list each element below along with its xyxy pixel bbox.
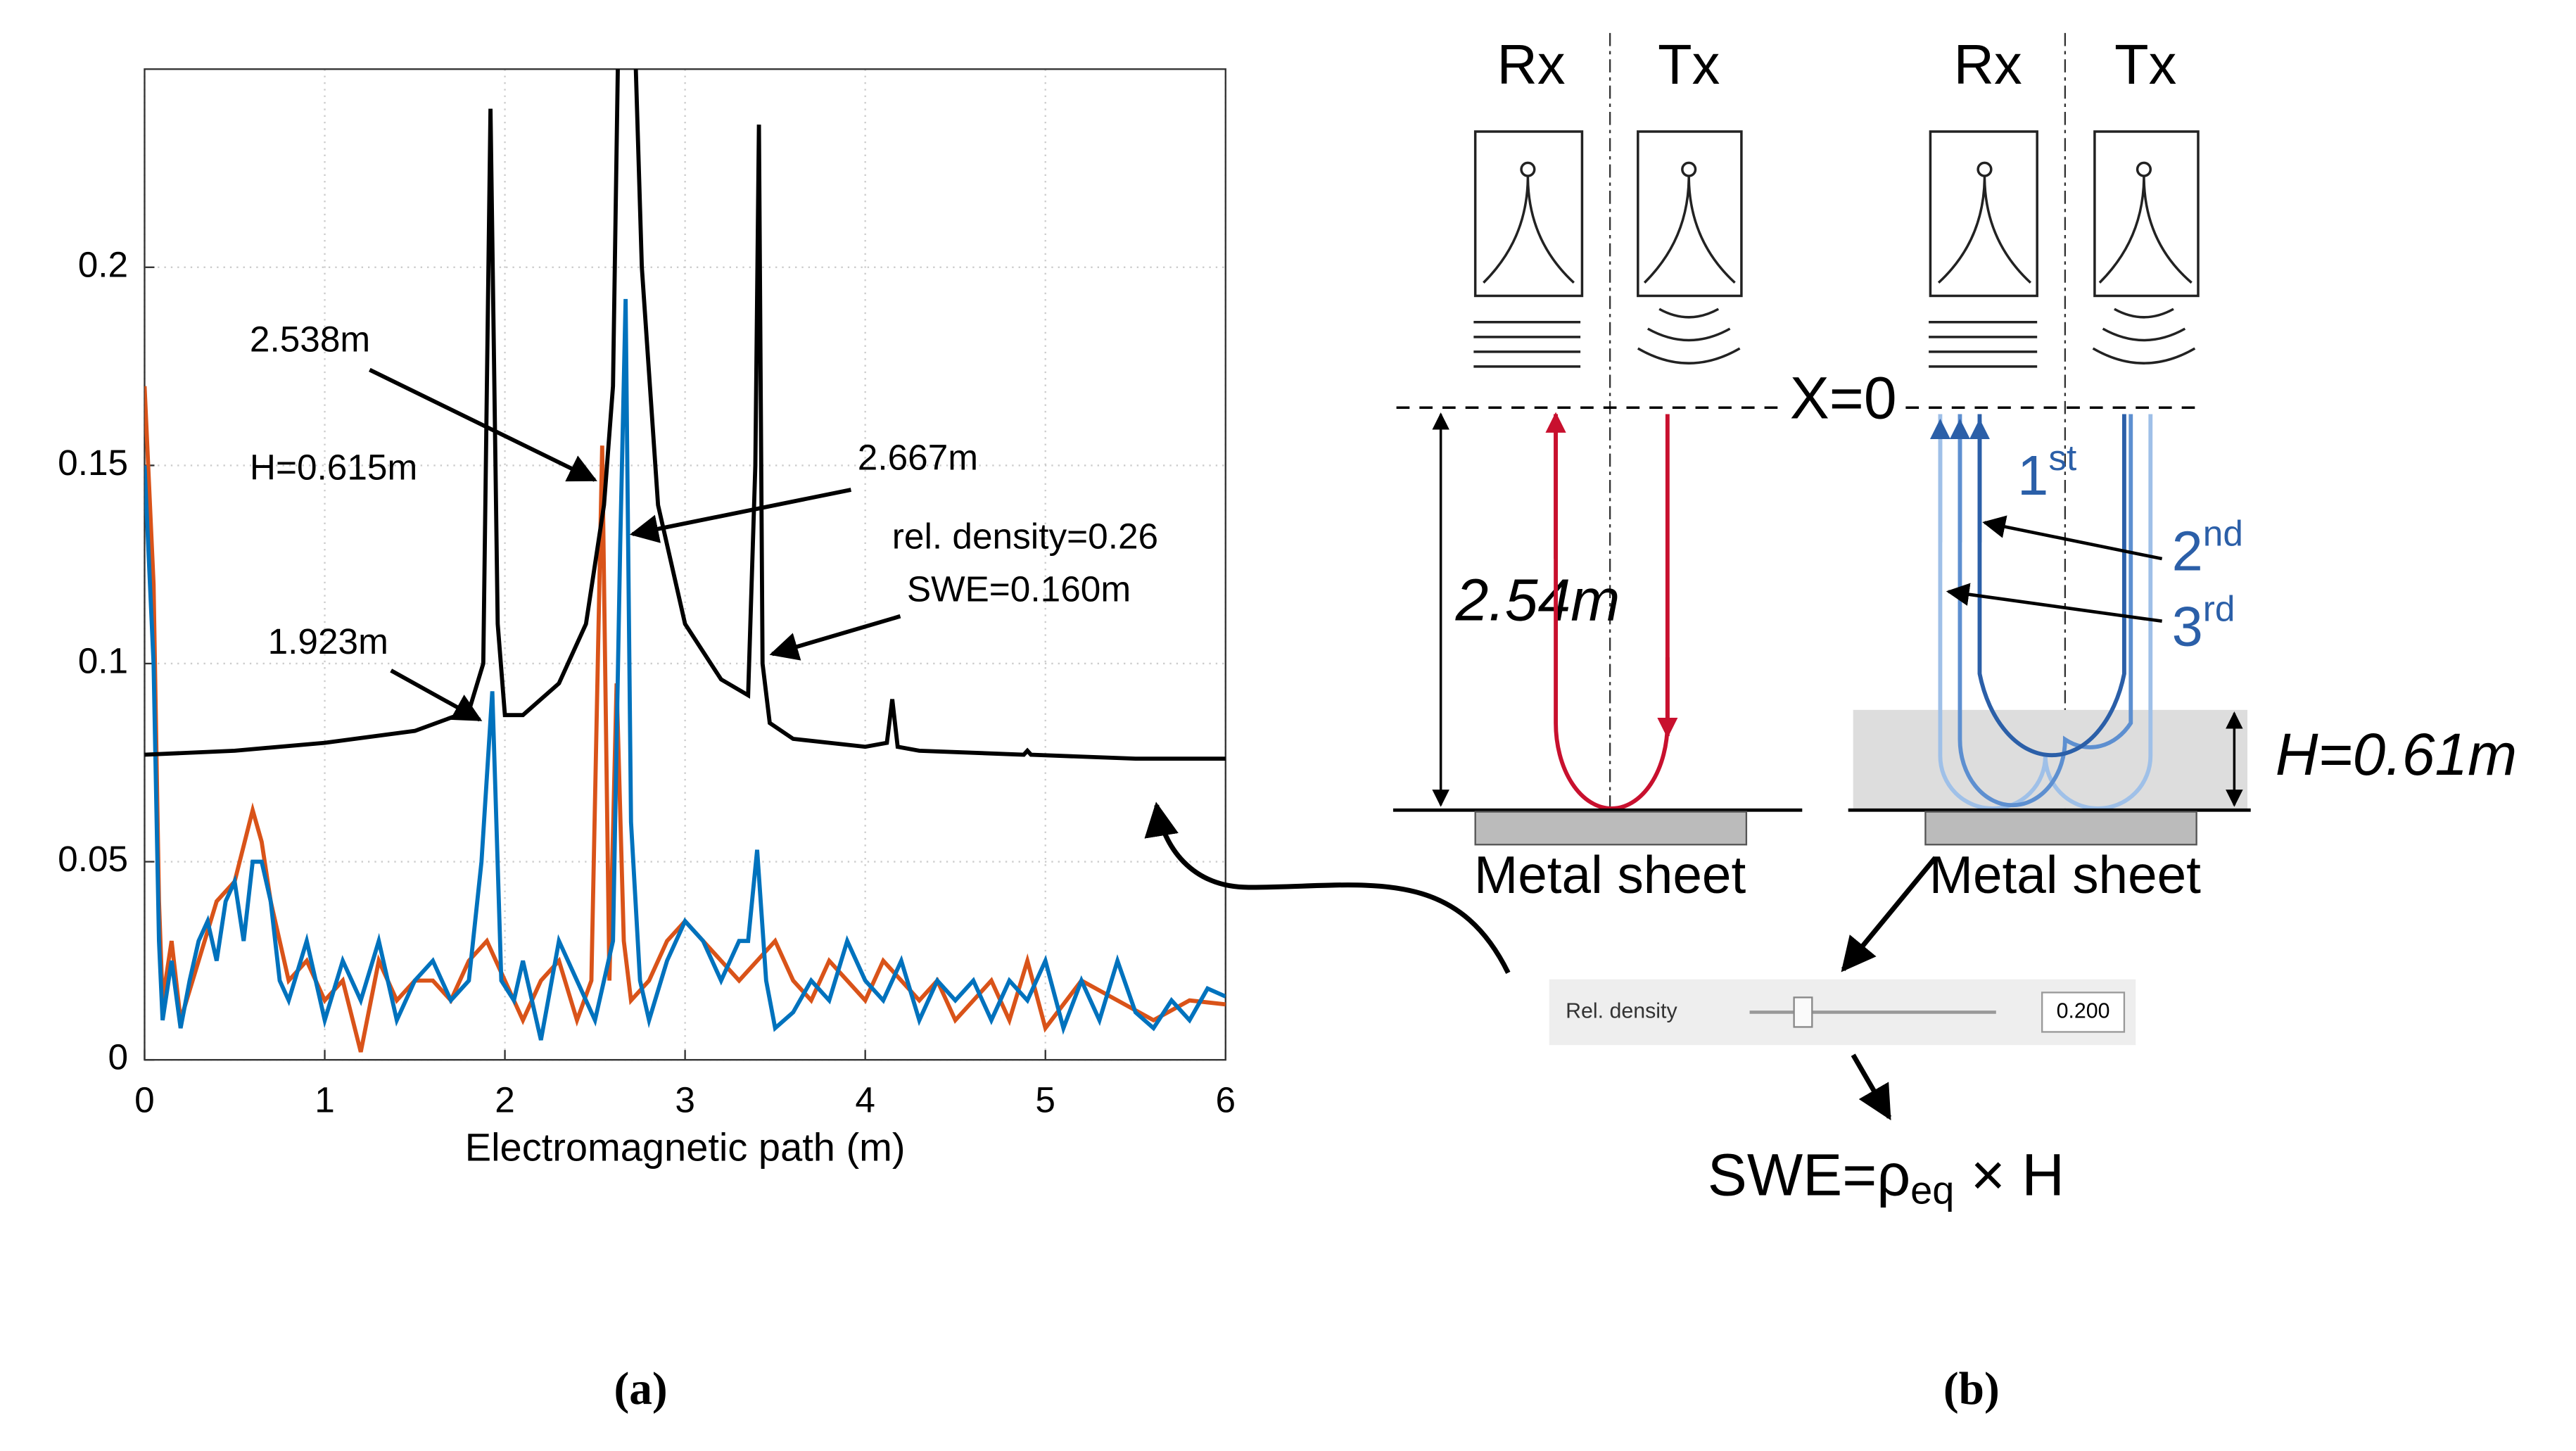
annotation: 2.667m <box>858 437 978 477</box>
annotation: rel. density=0.26 <box>892 517 1158 557</box>
order-label: 1st <box>2017 437 2076 506</box>
tx-label: Tx <box>1658 33 1720 96</box>
x-tick-label: 1 <box>315 1079 335 1120</box>
chart: 0 0.05 0.1 0.15 0.2 0 1 2 3 4 5 6 Electromagnetic pa… <box>58 68 1236 1169</box>
annotation-arrow <box>390 669 483 722</box>
formula-part: × H <box>1954 1142 2064 1208</box>
y-tick-label: 0.05 <box>58 839 128 879</box>
order-label: 3rd <box>2172 588 2235 657</box>
x-tick-label: 3 <box>675 1079 695 1120</box>
order-suffix: st <box>2048 437 2076 477</box>
reflections <box>1938 414 2153 811</box>
metal-sheet <box>1924 811 2197 846</box>
snow <box>1853 709 2248 809</box>
caption: (a) <box>614 1364 667 1414</box>
formula-subscript: eq <box>1910 1167 1954 1212</box>
order-number: 3 <box>2172 595 2203 658</box>
annotation: 1.923m <box>268 621 388 661</box>
slider-value: 0.200 <box>2057 999 2110 1022</box>
data-line <box>144 298 1226 1041</box>
data-line <box>144 386 1226 1053</box>
slider-label: Rel. density <box>1566 999 1677 1022</box>
tx-label: Tx <box>2114 33 2176 96</box>
order-number: 2 <box>2172 519 2203 582</box>
x-tick-label: 5 <box>1035 1079 1055 1120</box>
diagram: Rx Tx 2.54m Metal sheet Rx Tx X=0 <box>1392 32 2517 1414</box>
distance-label: 2.54m <box>1455 567 1620 633</box>
x-tick-label: 6 <box>1215 1079 1236 1120</box>
order-arrow <box>1982 515 2163 561</box>
metal-sheet <box>1474 811 1748 846</box>
y-tick-label: 0.1 <box>78 641 128 681</box>
caption: (b) <box>1943 1364 2000 1414</box>
annotation-arrow <box>769 614 901 661</box>
annotation-arrow <box>629 488 852 543</box>
formula-part: SWE=ρ <box>1708 1142 1910 1208</box>
sheet-label: Metal sheet <box>1474 845 1746 904</box>
antennas <box>1473 130 2200 368</box>
value-box <box>2041 991 2126 1033</box>
annotation: SWE=0.160m <box>907 569 1131 609</box>
annotation-arrow <box>369 367 597 482</box>
sheet-label: Metal sheet <box>1929 845 2201 904</box>
rx-label: Rx <box>1497 33 1566 96</box>
annotation: H=0.615m <box>250 447 417 487</box>
x-tick-label: 4 <box>855 1079 875 1120</box>
order-label: 2nd <box>2172 513 2243 582</box>
formula: SWE=ρeq × H <box>1708 1142 2064 1212</box>
y-tick-label: 0.2 <box>78 244 128 284</box>
x-axis-label: Electromagnetic path (m) <box>465 1124 906 1169</box>
order-suffix: rd <box>2203 588 2235 628</box>
x-tick-label: 0 <box>134 1079 155 1120</box>
origin-label: X=0 <box>1790 365 1897 431</box>
slider-arrow <box>1841 856 1938 972</box>
link-arrow <box>1144 801 1511 974</box>
y-tick-label: 0.15 <box>58 443 128 483</box>
data-line <box>144 69 1226 761</box>
axes-frame <box>144 68 1226 1061</box>
x-tick-label: 2 <box>495 1079 515 1120</box>
rx-label: Rx <box>1954 33 2022 96</box>
order-number: 1 <box>2017 444 2048 507</box>
order-suffix: nd <box>2203 513 2243 553</box>
y-tick-label: 0 <box>108 1037 129 1077</box>
slider-thumb <box>1793 996 1813 1028</box>
height-label: H=0.61m <box>2276 721 2517 787</box>
annotation: 2.538m <box>250 319 370 359</box>
formula-arrow <box>1851 1053 1892 1121</box>
order-arrow <box>1946 583 2162 623</box>
